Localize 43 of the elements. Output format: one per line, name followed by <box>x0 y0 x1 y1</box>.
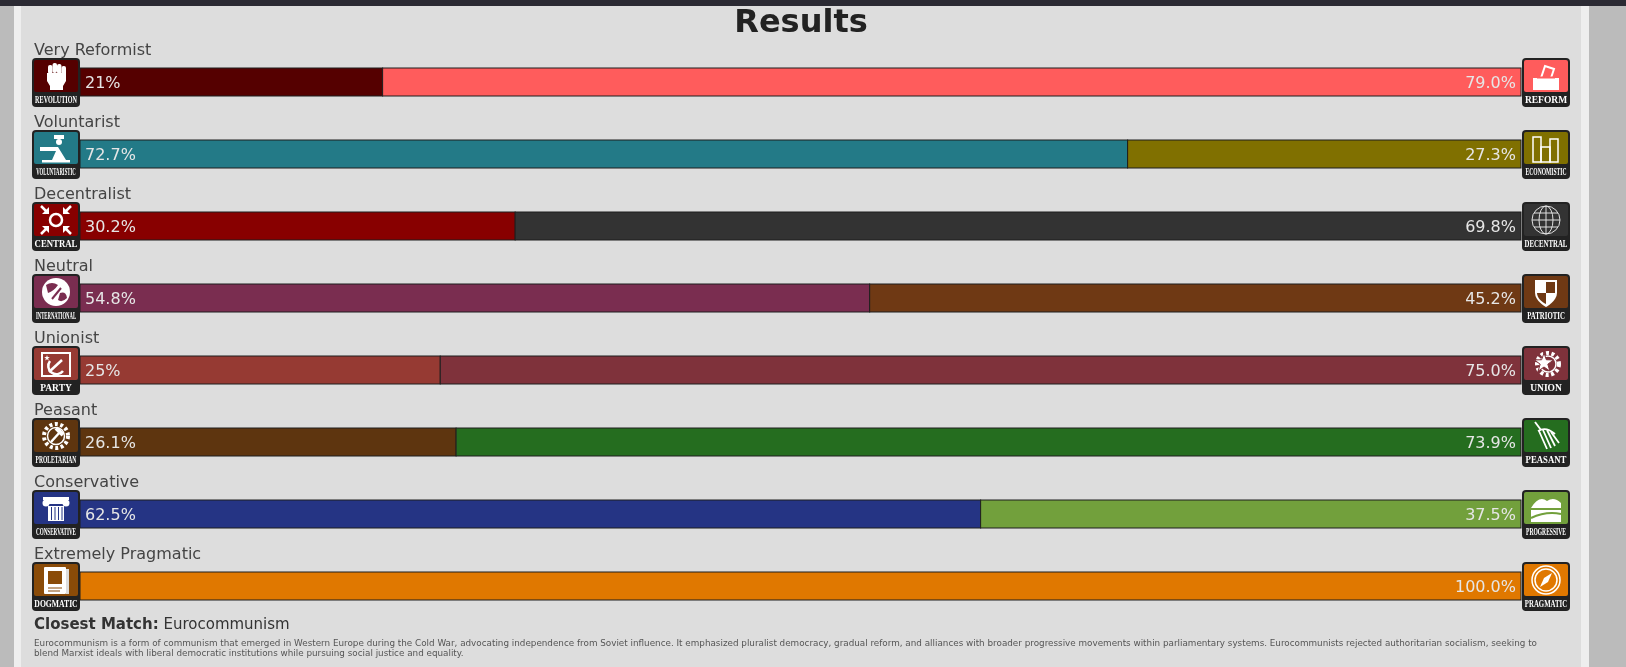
data-label: 21% <box>85 73 121 92</box>
data-label: 100.0% <box>1454 577 1516 596</box>
text: VOLUNTARISTIC <box>36 166 76 178</box>
text: PATRIOTIC <box>1527 310 1565 322</box>
y-tick-label: Conservative <box>34 472 140 491</box>
data-label: 62.5% <box>85 505 136 524</box>
text: Closest Match: <box>34 615 159 633</box>
text: REFORM <box>1524 95 1568 105</box>
chart-title: Results <box>734 2 868 40</box>
text: CENTRAL <box>34 238 78 250</box>
data-label: 72.7% <box>85 145 136 164</box>
text: REVOLUTION <box>35 94 78 106</box>
y-tick-label: Peasant <box>34 400 98 419</box>
y-tick-label: Very Reformist <box>34 40 152 59</box>
text: DECENTRAL <box>1524 238 1568 250</box>
data-label: 30.2% <box>85 217 136 236</box>
text: PEASANT <box>1525 454 1567 466</box>
y-tick-label: Extremely Pragmatic <box>34 544 202 563</box>
data-label: 27.3% <box>1465 145 1516 164</box>
text: PRAGMATIC <box>1524 598 1568 610</box>
data-label: 69.8% <box>1465 217 1516 236</box>
data-label: 79.0% <box>1465 73 1516 92</box>
text: Eurocommunism <box>162 615 290 633</box>
text: PARTY <box>40 383 72 393</box>
data-label: 26.1% <box>85 433 136 452</box>
y-tick-label: Unionist <box>34 328 100 347</box>
text: Eurocommunism is a form of communism that emerged in Western Europe during the Cold War, advocating independence from Soviet influence. It emphasized pluralist democracy, gradual reform, and alliances with broader progressive movements within parliamentary systems. Eurocommunists rejected authoritarian socialism, seeking to blend Marxist ideals with liberal democratic institutions while pursuing social justice and equality. <box>34 638 1538 659</box>
y-tick-label: Neutral <box>34 256 94 275</box>
data-label: 54.8% <box>85 289 136 308</box>
text: CONSERVATIVE <box>36 526 76 538</box>
data-label: 45.2% <box>1465 289 1516 308</box>
y-tick-label: Decentralist <box>34 184 132 203</box>
data-label: 75.0% <box>1465 361 1516 380</box>
data-label: 25% <box>85 361 121 380</box>
text: INTERNATIONAL <box>35 310 77 322</box>
y-tick-label: Voluntarist <box>34 112 120 131</box>
text: PROLETARIAN <box>35 454 77 466</box>
data-label: 73.9% <box>1465 433 1516 452</box>
text: DOGMATIC <box>34 598 78 610</box>
data-label: 37.5% <box>1465 505 1516 524</box>
text: PROGRESSIVE <box>1526 526 1566 538</box>
text: UNION <box>1530 383 1562 393</box>
text: ECONOMISTIC <box>1525 166 1567 178</box>
